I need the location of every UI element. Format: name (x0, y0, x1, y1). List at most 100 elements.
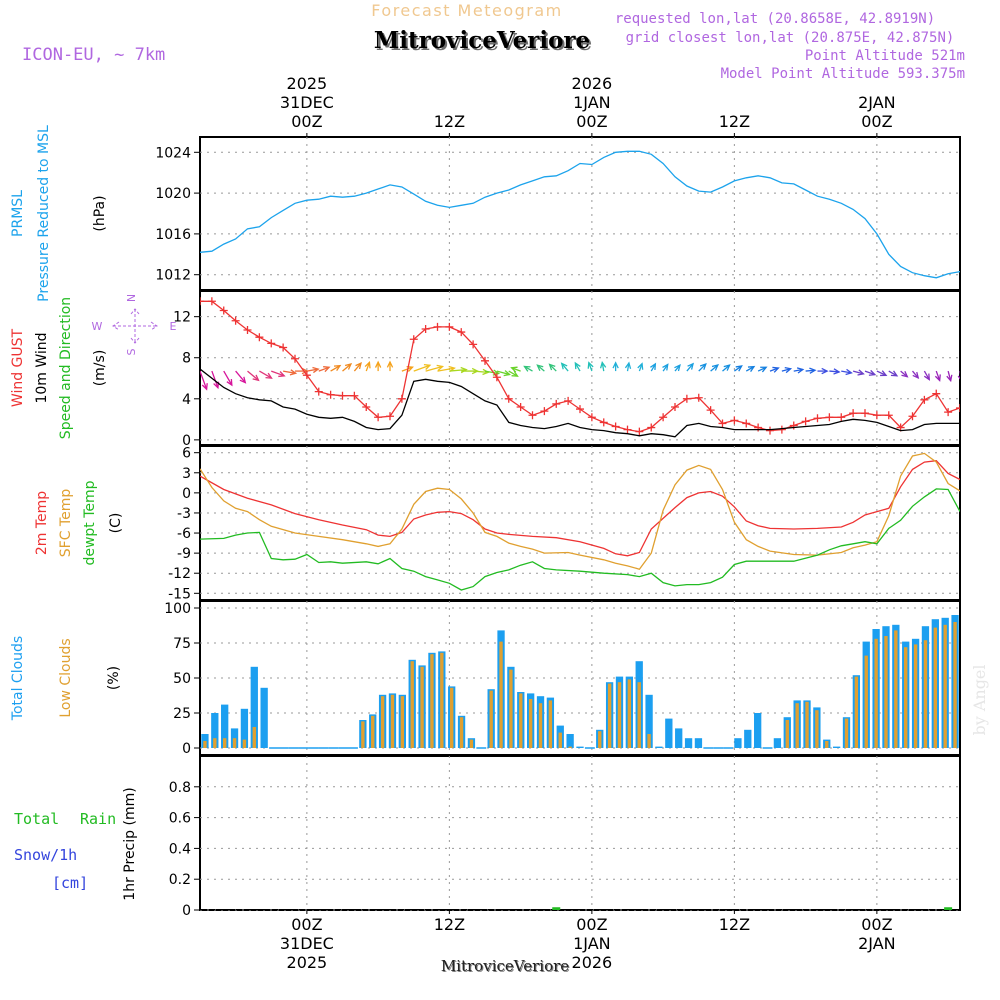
wind-direction-arrow (271, 370, 285, 377)
wind-series-10m-wind (200, 368, 960, 438)
wind-direction-arrowhead (747, 365, 756, 372)
wind-direction-arrowhead (548, 363, 556, 371)
time-tick-label: 12Z (719, 112, 750, 131)
time-tick-label: 2JAN (858, 934, 896, 953)
wind-direction-arrowhead (511, 370, 519, 377)
gust-marker (314, 387, 323, 396)
pressure-panel: 1012 1016 1020 1024 PRMSL Pressure Reduced to… (10, 125, 961, 302)
wind-direction-arrowhead (289, 369, 298, 376)
pressure-ytick-label: 1012 (155, 268, 191, 284)
pressure-ytick-label: 1016 (155, 227, 191, 243)
gust-marker (813, 414, 822, 423)
wind-direction-arrow (283, 370, 296, 374)
wind-direction-arrowhead (226, 379, 233, 387)
wind-direction-arrowhead (587, 361, 594, 369)
clouds-ytick-label: 75 (173, 636, 191, 652)
low-cloud-bar (528, 699, 533, 748)
wind-direction-arrow (247, 370, 259, 381)
time-tick-label: 1JAN (573, 934, 611, 953)
low-cloud-bar (904, 647, 908, 748)
wind-direction-arrow (473, 370, 489, 374)
gust-marker (267, 339, 276, 348)
wind-direction-arrowhead (674, 364, 681, 372)
gust-marker (706, 406, 715, 415)
gust-marker (920, 395, 929, 404)
wind-direction-arrow (876, 370, 887, 376)
wind-direction-arrow (425, 365, 443, 372)
gust-marker (956, 404, 960, 413)
wind-direction-arrowhead (934, 374, 941, 382)
gust-marker (576, 405, 584, 414)
low-cloud-bar (933, 627, 938, 748)
time-tick-label: 00Z (291, 915, 322, 934)
clouds-plot-area (201, 615, 959, 749)
gust-marker (243, 326, 252, 335)
wind-direction-arrowhead (650, 362, 657, 371)
gust-marker (200, 297, 204, 306)
low-cloud-bar (400, 696, 405, 748)
gust-marker (932, 389, 941, 398)
total-cloud-bar (773, 738, 782, 748)
gust-marker (433, 322, 442, 331)
gust-marker (552, 399, 561, 408)
low-cloud-bar (637, 682, 641, 748)
wind-direction-arrow (781, 368, 791, 372)
footer-location: MitroviceVeriore (441, 957, 569, 975)
gust-marker (777, 425, 786, 434)
pressure-plot-area (200, 150, 960, 279)
gust-marker (611, 422, 620, 431)
gust-marker (409, 335, 418, 344)
wind-direction-arrowhead (845, 368, 853, 376)
wind-direction-arrowhead (423, 363, 432, 370)
low-cloud-bar (361, 721, 365, 748)
low-cloud-bar (548, 700, 553, 748)
clouds-ytick-label: 25 (173, 706, 191, 722)
wind-plot-area (200, 297, 960, 438)
low-cloud-bar (607, 683, 612, 748)
wind-direction-arrowhead (333, 364, 342, 371)
time-tick-label: 00Z (861, 112, 892, 131)
precip-frame (199, 755, 961, 911)
wind-direction-arrowhead (760, 366, 768, 373)
low-cloud-bar (558, 732, 562, 748)
pressure-axis-label: PRMSL (10, 190, 26, 237)
low-cloud-bar (509, 669, 513, 748)
temperature-axis-label: (C) (108, 513, 124, 534)
wind-direction-arrowhead (912, 371, 920, 380)
temperature-frame (199, 445, 961, 601)
total-cloud-bar (754, 713, 762, 748)
clouds-axis-label: Total Clouds (10, 636, 26, 721)
low-cloud-bar (825, 741, 829, 748)
wind-direction-arrow (353, 362, 362, 372)
low-cloud-bar (489, 690, 493, 748)
wind-direction-arrowhead (901, 370, 909, 378)
time-tick-label: 12Z (434, 112, 465, 131)
wind-direction-arrowhead (784, 366, 793, 374)
gust-marker (362, 403, 371, 412)
wind-direction-arrowhead (637, 362, 644, 370)
clouds-ytick-label: 100 (164, 601, 191, 617)
wind-direction-arrowhead (560, 362, 568, 370)
closest-point: grid closest lon,lat (20.875E, 42.875N) (626, 30, 955, 46)
gust-marker (718, 419, 727, 428)
time-tick-label: 00Z (576, 112, 607, 131)
gust-marker (766, 426, 774, 435)
wind-direction-arrow (805, 369, 816, 372)
compass-rose-icon (112, 308, 158, 344)
pressure-frame (199, 136, 961, 291)
wind-direction-arrowhead (201, 383, 208, 391)
wind-direction-arrowhead (772, 366, 780, 373)
wind-direction-arrowhead (503, 370, 512, 377)
wind-direction-arrowhead (957, 375, 960, 380)
wind-direction-arrowhead (599, 361, 607, 369)
precip-legend-rain: Rain (80, 810, 116, 828)
total-cloud-bar (665, 718, 673, 748)
point-altitude: Point Altitude 521m (805, 48, 965, 64)
low-cloud-bar (844, 718, 849, 748)
total-cloud-bar (576, 746, 584, 748)
gust-marker (671, 403, 679, 412)
wind-direction-arrow (259, 370, 272, 379)
gust-marker (528, 411, 537, 420)
wind-direction-arrow (888, 370, 898, 377)
wind-direction-arrowhead (821, 367, 829, 375)
